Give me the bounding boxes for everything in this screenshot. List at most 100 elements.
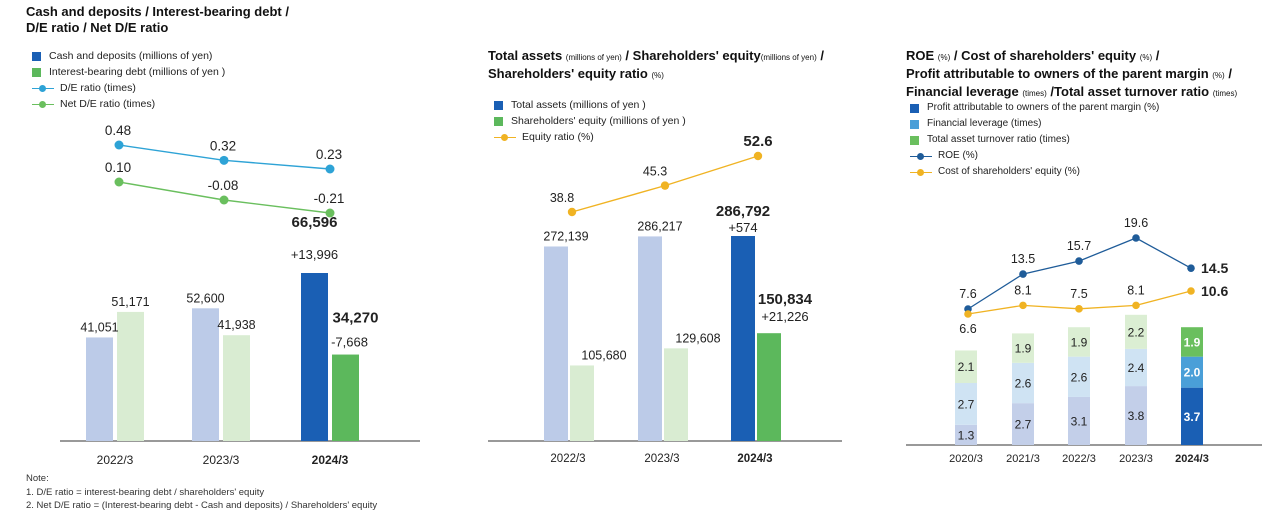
title-unit: (times)	[1022, 89, 1047, 98]
title-text: Total assets	[488, 48, 566, 63]
title-text: Financial leverage	[906, 84, 1023, 99]
legend-line-marker	[32, 84, 54, 93]
tick-label: 2021/3	[1006, 453, 1040, 465]
line-value-label: 14.5	[1201, 260, 1228, 276]
stacked-segment	[1125, 386, 1147, 445]
bar-debt	[332, 354, 359, 441]
segment-value-label: 2.2	[1128, 325, 1145, 339]
legend-swatch	[910, 119, 919, 129]
line-point	[325, 164, 335, 174]
title-text: Shareholders' equity ratio	[488, 66, 652, 81]
line-value-label: 6.6	[959, 322, 976, 336]
stacked-segment	[1068, 356, 1090, 397]
segment-value-label: 1.3	[958, 428, 975, 442]
stacked-segment	[1012, 403, 1034, 445]
legend-item: Net D/E ratio (times)	[32, 96, 225, 112]
legend-label: D/E ratio (times)	[60, 82, 136, 94]
title-unit: (millions of yen)	[760, 53, 817, 62]
segment-value-label: 1.9	[1015, 342, 1032, 356]
stacked-segment	[1012, 333, 1034, 363]
bar-value-label: 129,608	[675, 331, 720, 345]
title-unit: (%)	[937, 53, 951, 62]
stacked-segment	[1125, 348, 1147, 387]
bar-value-label: 286,792	[716, 203, 770, 220]
title-line: Profit attributable to owners of the par…	[906, 66, 1237, 84]
bar-debt	[117, 311, 144, 441]
panel1-notes: Note: 1. D/E ratio = interest-bearing de…	[26, 473, 378, 511]
legend-label: Total assets (millions of yen )	[511, 99, 646, 111]
tick-label: 2023/3	[644, 453, 679, 465]
bar-delta-label: +13,996	[291, 247, 338, 262]
line-point	[325, 208, 335, 218]
legend-swatch	[910, 135, 919, 145]
bar-total-assets	[731, 236, 755, 441]
segment-value-label: 2.7	[1015, 418, 1032, 432]
line-point	[1187, 264, 1195, 272]
stacked-segment	[1181, 387, 1203, 445]
line-value-label: 0.23	[316, 147, 342, 162]
stacked-segment	[1068, 396, 1090, 445]
segment-value-label: 2.0	[1184, 366, 1201, 380]
title-text: ROE	[906, 48, 938, 63]
tick-label: 2022/3	[550, 453, 585, 465]
line-value-label: 13.5	[1011, 252, 1035, 266]
legend-label: Profit attributable to owners of the par…	[927, 101, 1160, 113]
legend-label: Shareholders' equity (millions of yen )	[511, 115, 686, 127]
bar-equity	[570, 365, 594, 441]
panel2-title: Total assets (millions of yen) / Shareho…	[488, 48, 824, 84]
tick-label: 2024/3	[312, 453, 349, 467]
bar-equity	[664, 348, 688, 441]
line-value-label: 10.6	[1201, 283, 1228, 299]
title-line: Total assets (millions of yen) / Shareho…	[488, 48, 824, 66]
title-unit: (%)	[1139, 53, 1153, 62]
segment-value-label: 3.1	[1071, 414, 1088, 428]
panel1-legend: Cash and deposits (millions of yen) Inter…	[32, 48, 225, 112]
legend-swatch	[494, 116, 503, 126]
legend-line-marker	[910, 152, 932, 161]
bar-delta-label: +21,226	[761, 309, 808, 324]
bar-value-label: 52,600	[186, 291, 224, 305]
legend-label: Interest-bearing debt (millions of yen )	[49, 66, 226, 78]
line-value-label: -0.08	[208, 178, 239, 193]
title-unit: (millions of yen)	[565, 53, 622, 62]
line-point	[1019, 270, 1027, 278]
line-value-label: 19.6	[1124, 216, 1148, 230]
tick-label: 2020/3	[949, 453, 983, 465]
stacked-segment	[955, 383, 977, 425]
line-value-label: 7.6	[959, 287, 976, 301]
title-unit: (%)	[1212, 71, 1225, 80]
bar-value-label: 41,051	[80, 320, 118, 334]
segment-value-label: 2.6	[1071, 370, 1088, 384]
tick-label: 2024/3	[1175, 453, 1209, 465]
bar-value-label: 286,217	[637, 219, 682, 233]
bar-cash	[192, 308, 219, 441]
title-text: /	[1224, 66, 1232, 81]
legend-item: Cost of shareholders' equity (%)	[910, 164, 1159, 180]
stacked-segment	[1068, 327, 1090, 357]
line-point	[1132, 301, 1140, 310]
line-value-label: 52.6	[743, 133, 772, 150]
title-text: /Total asset turnover ratio	[1046, 84, 1213, 99]
line-point	[219, 195, 229, 205]
bar-value-label: 105,680	[581, 348, 626, 362]
title-text: / Shareholders' equity	[621, 48, 761, 63]
line-value-label: 38.8	[550, 191, 574, 205]
tick-label: 2023/3	[203, 453, 240, 467]
bar-cash	[86, 337, 113, 441]
legend-item: ROE (%)	[910, 148, 1159, 164]
title-line: Financial leverage (times) /Total asset …	[906, 84, 1237, 102]
line-value-label: 0.32	[210, 138, 236, 153]
legend-item: Shareholders' equity (millions of yen )	[494, 113, 686, 129]
legend-label: Financial leverage (times)	[927, 117, 1042, 129]
legend-label: Cash and deposits (millions of yen)	[49, 50, 213, 62]
segment-value-label: 3.7	[1184, 410, 1201, 424]
line-point	[1132, 234, 1140, 242]
line-point	[964, 310, 972, 318]
bar-value-label: 34,270	[333, 310, 379, 327]
tick-label: 2024/3	[737, 453, 772, 465]
segment-value-label: 2.6	[1015, 377, 1032, 391]
legend-item: Profit attributable to owners of the par…	[910, 100, 1159, 116]
bar-value-label: 41,938	[217, 318, 255, 332]
